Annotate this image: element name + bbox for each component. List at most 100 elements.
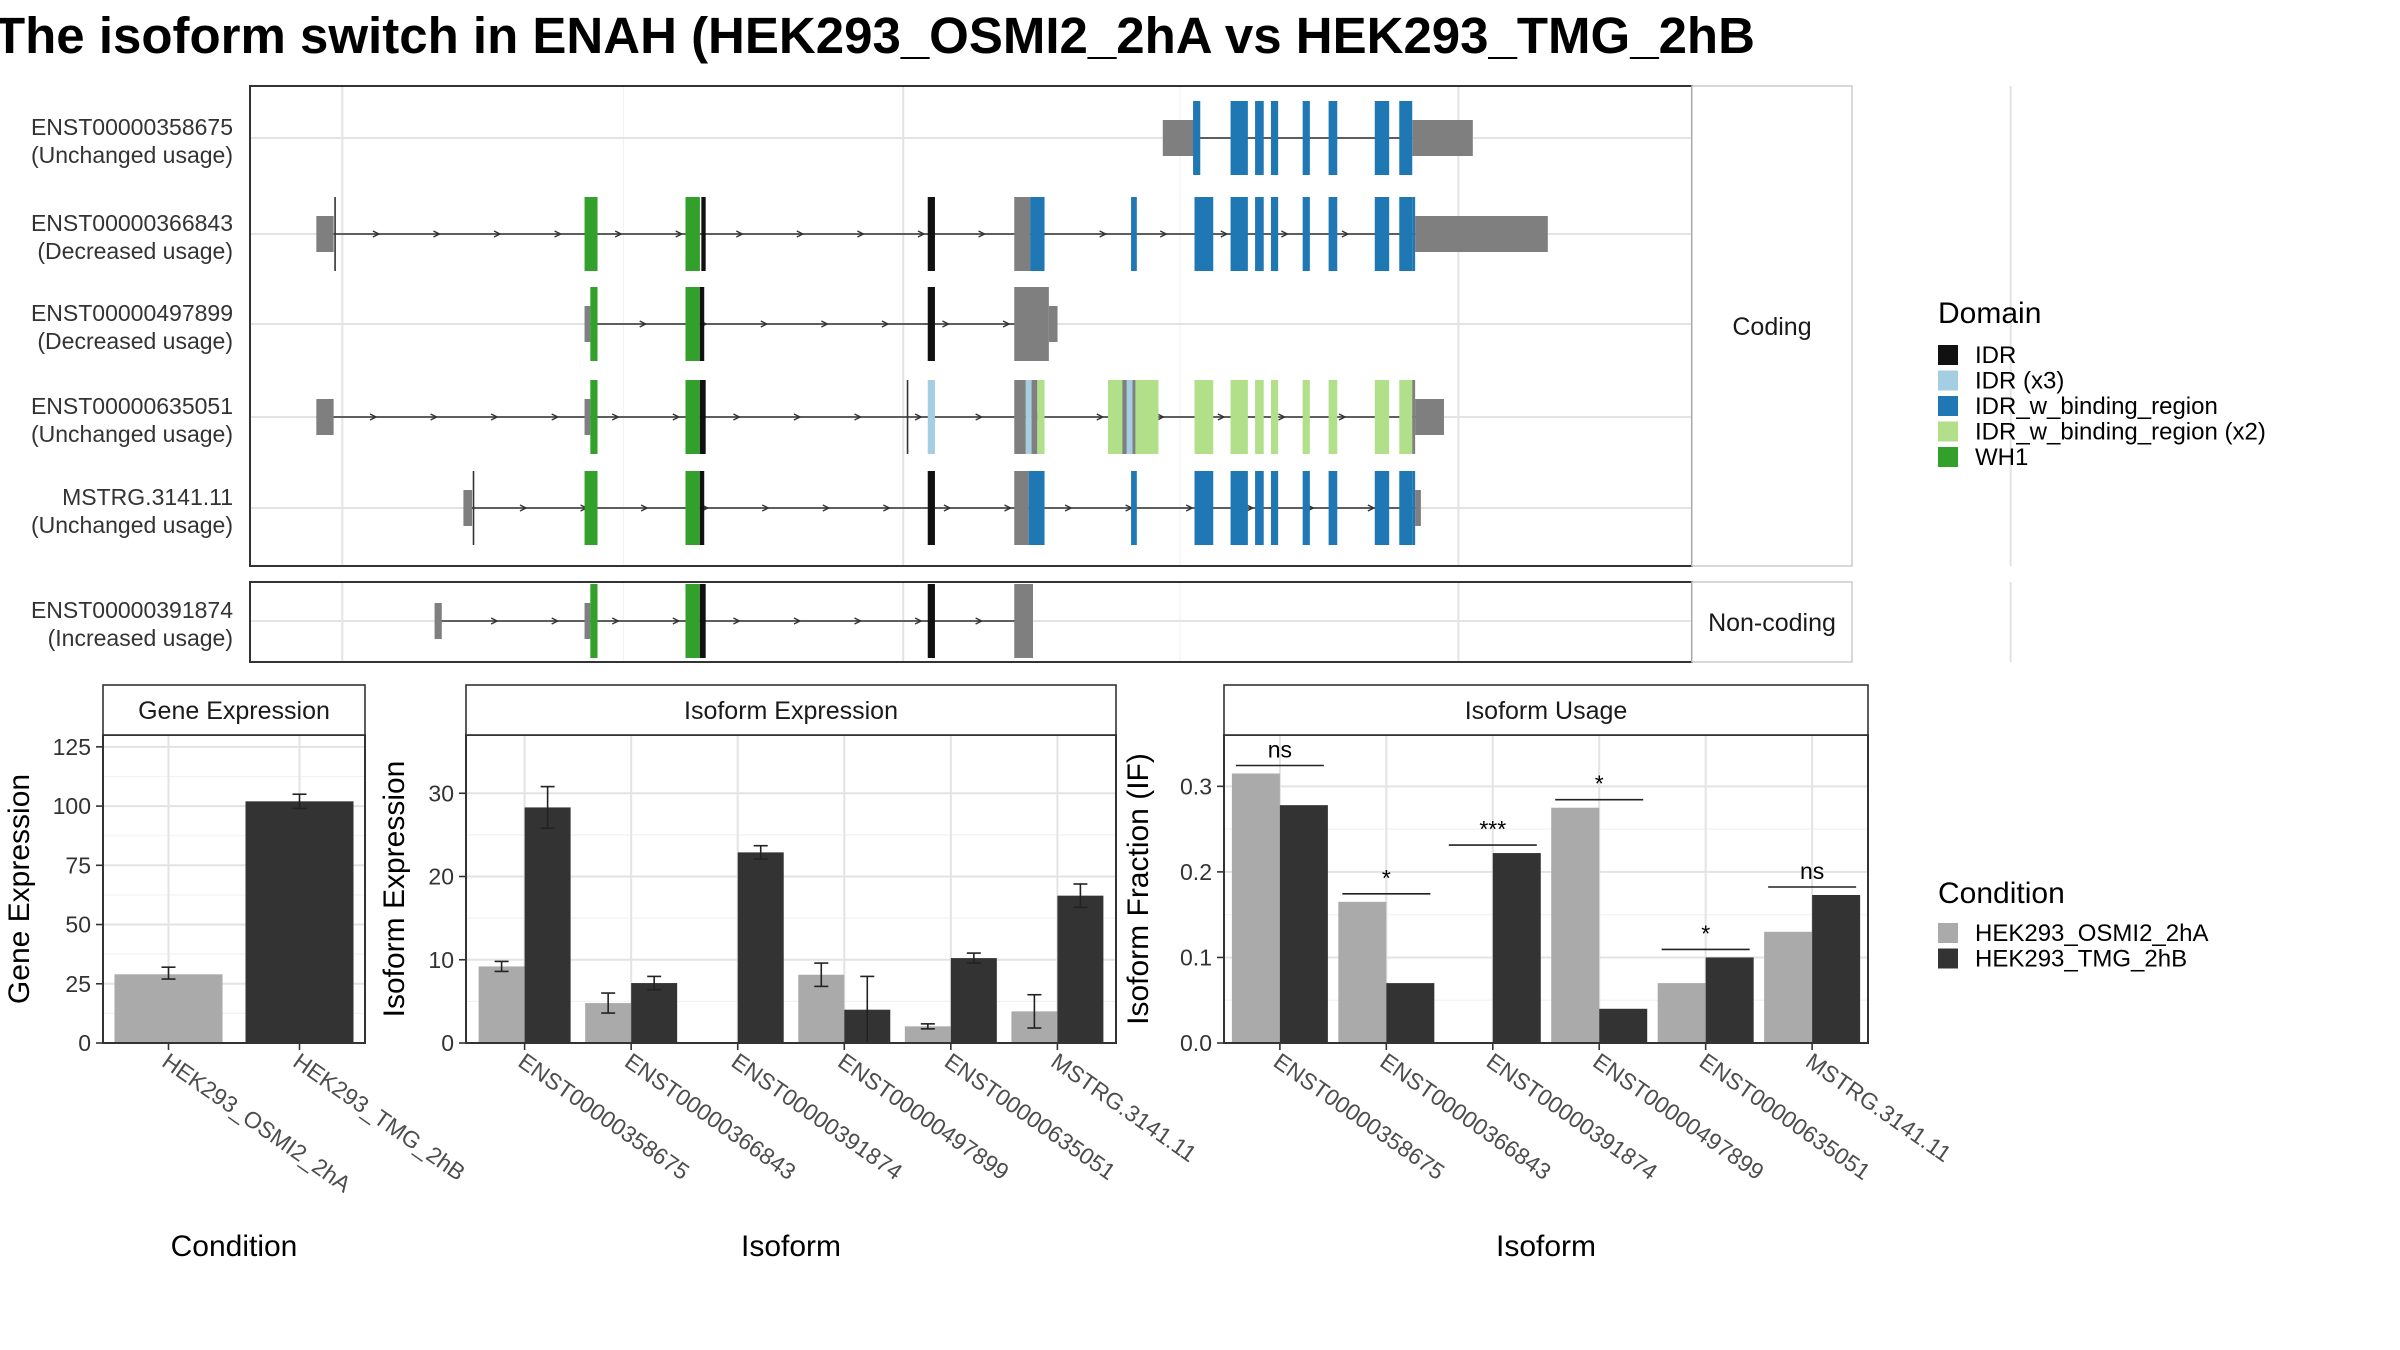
y-tick-label: 100 [53, 793, 91, 819]
domain-legend-swatch [1938, 345, 1958, 365]
bar [1231, 773, 1280, 1043]
transcript-usage-label: (Unchanged usage) [31, 421, 233, 447]
domain-exon [927, 287, 935, 361]
x-tick-label: ENST00000366843 [620, 1048, 800, 1185]
y-tick-label: 20 [428, 864, 454, 890]
bar [1812, 894, 1861, 1043]
domain-legend-label: IDR [1975, 342, 2016, 369]
y-axis-title: Gene Expression [3, 774, 36, 1004]
domain-exon [1399, 380, 1413, 454]
y-axis-title: Isoform Fraction (IF) [1122, 753, 1155, 1025]
figure-title: The isoform switch in ENAH (HEK293_OSMI2… [0, 7, 1755, 64]
transcript-id-label: ENST00000366843 [31, 210, 233, 236]
domain-exon [685, 197, 700, 271]
y-tick-label: 50 [65, 912, 91, 938]
utr-exon [1415, 216, 1548, 252]
intron-arrow [611, 413, 620, 421]
intron-arrow [1341, 230, 1350, 238]
condition-legend-swatch [1938, 948, 1958, 969]
bar [114, 974, 223, 1043]
domain-exon [699, 287, 705, 361]
significance-label: * [1382, 865, 1391, 891]
utr-exon [316, 216, 334, 252]
domain-legend-label: IDR_w_binding_region (x2) [1975, 419, 2266, 446]
x-axis-title: Isoform [1496, 1230, 1596, 1263]
intron-arrow [883, 504, 891, 512]
intron-arrow [793, 413, 802, 421]
y-tick-label: 10 [428, 947, 454, 973]
domain-exon [590, 380, 598, 454]
intron-arrow [1338, 413, 1347, 421]
utr-exon [584, 399, 591, 435]
intron-arrow [554, 230, 563, 238]
domain-exon [1230, 380, 1248, 454]
domain-exon [1194, 197, 1214, 271]
intron-arrow [519, 504, 528, 512]
x-tick-label: ENST00000391874 [727, 1048, 908, 1185]
domain-exon [1126, 380, 1133, 454]
domain-exon [1302, 380, 1310, 454]
intron-arrow [1004, 504, 1013, 512]
y-tick-label: 0.1 [1180, 944, 1212, 970]
intron-arrow [854, 617, 863, 625]
transcript-usage-label: (Increased usage) [48, 625, 233, 651]
x-tick-label: ENST00000635051 [940, 1048, 1120, 1185]
domain-exon [1230, 101, 1248, 175]
coding-panel: Coding [249, 85, 2012, 567]
intron-arrow [975, 617, 984, 625]
intron-arrow [796, 230, 805, 238]
y-tick-label: 25 [65, 971, 91, 997]
intron-arrow [821, 320, 829, 328]
intron-arrow [733, 617, 741, 625]
domain-exon [1302, 197, 1310, 271]
facet-strip [1223, 684, 1869, 736]
cds-exon [1031, 380, 1038, 454]
domain-legend-label: IDR (x3) [1975, 368, 2064, 395]
domain-exon [685, 287, 700, 361]
intron-arrow [639, 320, 648, 328]
intron-arrow [914, 617, 923, 625]
domain-exon [1028, 471, 1045, 545]
utr-exon [1048, 306, 1058, 342]
condition-legend-label: HEK293_TMG_2hB [1975, 946, 2187, 973]
domain-exon [1374, 101, 1390, 175]
facet-strip [1691, 85, 1853, 567]
domain-exon [1412, 197, 1416, 271]
domain-exon [927, 380, 935, 454]
facet-strip-label: Non-coding [1708, 609, 1836, 637]
bar [1492, 853, 1541, 1043]
intron-arrow [914, 413, 923, 421]
utr-exon [1415, 399, 1444, 435]
intron-arrow [942, 320, 951, 328]
intron-arrow [881, 320, 890, 328]
bar [1764, 931, 1813, 1043]
x-tick-label: ENST00000497899 [833, 1048, 1013, 1185]
transcript-id-label: ENST00000635051 [31, 393, 233, 419]
intron-arrow [490, 617, 499, 625]
utr-exon [1162, 120, 1195, 156]
domain-exon [1270, 197, 1279, 271]
domain-exon [685, 471, 700, 545]
intron-arrow [640, 504, 649, 512]
domain-exon [590, 287, 598, 361]
domain-legend-swatch [1938, 396, 1958, 416]
intron-arrow [1278, 413, 1287, 421]
x-tick-label: ENST00000366843 [1375, 1048, 1555, 1185]
bar [950, 958, 997, 1043]
significance-label: ns [1800, 858, 1824, 884]
domain-exon [1131, 471, 1137, 545]
significance-label: * [1595, 771, 1604, 797]
domain-exon [685, 584, 700, 658]
intron-arrow [975, 413, 984, 421]
utr-exon [316, 399, 334, 435]
domain-exon [1374, 197, 1390, 271]
intron-arrow [614, 230, 623, 238]
domain-exon [1037, 380, 1045, 454]
domain-legend-swatch [1938, 447, 1958, 467]
condition-legend-title: Condition [1938, 877, 2065, 910]
y-tick-label: 125 [53, 734, 91, 760]
y-tick-label: 0 [78, 1030, 91, 1056]
intron-arrow [917, 230, 926, 238]
intron-arrow [1220, 230, 1229, 238]
